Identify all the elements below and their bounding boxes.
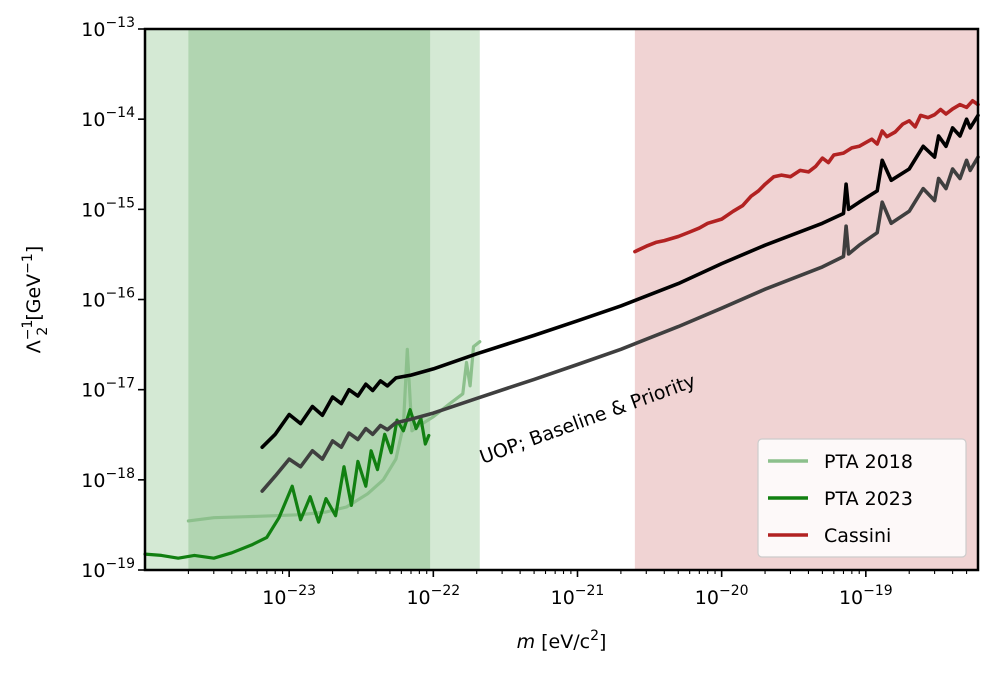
legend-label-pta-2023: PTA 2023: [824, 488, 913, 510]
x-tick-label: 10−22: [406, 583, 460, 609]
series-uop-priority: [260, 155, 980, 493]
series-cassini: [633, 99, 980, 254]
legend: PTA 2018 PTA 2023 Cassini: [757, 438, 967, 558]
y-tick-label: 10−15: [81, 195, 135, 221]
x-tick-label: 10−19: [839, 583, 893, 609]
series-uop-baseline: [260, 113, 980, 450]
x-axis: 10−23 10−22 10−21 10−20 10−19: [187, 570, 968, 609]
x-tick-label: 10−23: [262, 583, 316, 609]
series-pta-2023: [143, 408, 431, 560]
y-tick-label: 10−13: [81, 15, 135, 41]
y-axis-title: Λ−12 [GeV−1]: [20, 246, 51, 354]
legend-label-pta-2018: PTA 2018: [824, 451, 913, 473]
region-pta-2023-excluded-inner: [188, 29, 431, 570]
y-tick-label: 10−14: [81, 105, 135, 131]
x-axis-title: m [eV/c2]: [517, 628, 607, 653]
series-pta-2018: [186, 340, 482, 523]
y-tick-label: 10−19: [81, 556, 135, 582]
legend-label-cassini: Cassini: [824, 525, 891, 547]
data-series: [143, 99, 980, 560]
legend-box: [757, 438, 967, 558]
y-tick-label: 10−16: [81, 286, 135, 312]
x-tick-label: 10−20: [695, 583, 749, 609]
x-tick-label: 10−21: [551, 583, 605, 609]
y-tick-label: 10−18: [81, 466, 135, 492]
y-tick-label: 10−17: [81, 376, 135, 402]
y-axis: 10−19 10−18 10−17 10−16 10−15 10−14 10−13: [81, 15, 145, 582]
